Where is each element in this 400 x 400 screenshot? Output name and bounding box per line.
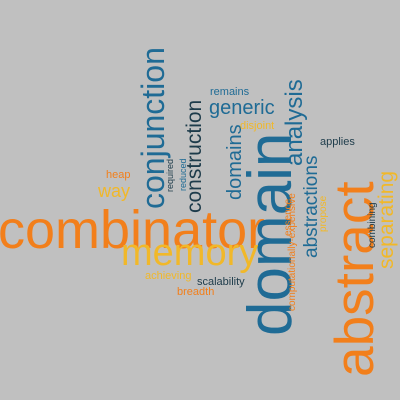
word-separating: separating xyxy=(375,170,398,269)
word-achieving: achieving xyxy=(145,270,192,282)
word-computationally-expensive: computationally-expensive xyxy=(287,193,298,311)
word-propose: propose xyxy=(318,195,329,232)
word-construction: construction xyxy=(183,99,206,213)
word-required: required xyxy=(165,158,175,192)
word-reduced: reduced xyxy=(178,158,188,191)
word-applies: applies xyxy=(320,136,355,148)
word-way: way xyxy=(98,181,131,201)
word-generic: generic xyxy=(209,97,275,119)
word-remains: remains xyxy=(210,86,250,98)
word-domains: domains xyxy=(224,124,246,200)
word-combinator: combinator xyxy=(0,200,266,260)
word-breadth: breadth xyxy=(177,286,215,298)
word-scalability: scalability xyxy=(197,276,245,288)
word-memory: memory xyxy=(121,232,259,274)
word-heap: heap xyxy=(106,169,131,181)
word-analysis: analysis xyxy=(281,79,308,166)
word-combining: combining xyxy=(367,202,378,248)
word-disjoint: disjoint xyxy=(240,120,275,132)
